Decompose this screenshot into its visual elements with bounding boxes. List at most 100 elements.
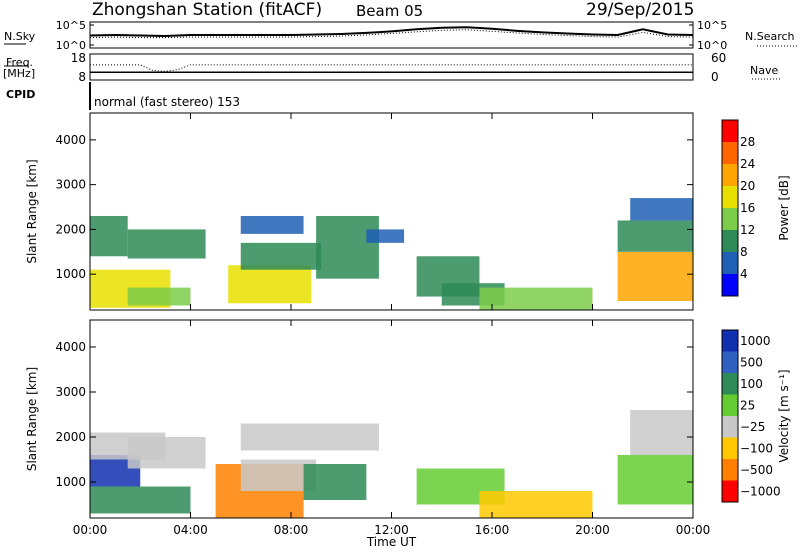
- velocity-panel-xtick: 12:00: [374, 523, 409, 537]
- noise-panel: 10^5 10^0 10^5 10^0: [4, 19, 797, 52]
- power-panel-ytick: 4000: [55, 133, 86, 147]
- velocity-panel-xtick: 04:00: [173, 523, 208, 537]
- velocity-cbar-cell-3: [722, 394, 738, 417]
- power-panel-patch-13: [617, 220, 693, 252]
- velocity-panel-ytick: 1000: [55, 475, 86, 489]
- velocity-cbar-tick: 500: [740, 355, 763, 369]
- power-cbar-cell-4: [722, 208, 738, 231]
- power-cbar-cell-7: [722, 274, 738, 297]
- velocity-cbar-cell-2: [722, 373, 738, 395]
- noise-series-0: [89, 26, 694, 38]
- power-panel-patch-4: [228, 265, 312, 304]
- velocity-cbar-cell-6: [722, 459, 738, 481]
- velocity-cbar-frame: [721, 329, 739, 503]
- power-panel-patch-12: [617, 251, 693, 302]
- velocity-panel-ytick: 4000: [55, 340, 86, 354]
- power-panel-patch-11: [479, 287, 593, 310]
- power-cbar-label: Power [dB]: [777, 175, 791, 240]
- nsearch-label: N.Search: [745, 30, 795, 43]
- velocity-cbar-tick: −1000: [740, 484, 781, 498]
- power-cbar-cell-2: [722, 164, 738, 187]
- power-panel-ylabel: Slant Range [km]: [25, 159, 39, 263]
- power-cbar-cell-5: [722, 230, 738, 253]
- noise-left-tick: 10^0: [56, 39, 86, 52]
- freq-left-tick: 18: [71, 51, 86, 65]
- velocity-panel-patch-3: [127, 437, 206, 469]
- power-colorbar: 4 8 12 16 20 24 28 Power [dB]: [721, 119, 791, 297]
- cpid-text: normal (fast stereo) 153: [94, 95, 240, 109]
- velocity-cbar-label: Velocity [m s⁻¹]: [777, 369, 791, 462]
- velocity-cbar-tick: 100: [740, 377, 763, 391]
- freq-left-tick: 8: [78, 70, 86, 84]
- power-panel-bg: [90, 113, 693, 310]
- power-cbar-cell-3: [722, 186, 738, 209]
- power-panel-patch-1: [90, 215, 128, 257]
- cpid-label: CPID: [6, 88, 36, 101]
- nsky-label: N.Sky: [4, 30, 36, 43]
- velocity-panel-patch-9: [479, 491, 593, 518]
- noise-right-tick: 10^0: [697, 39, 727, 52]
- velocity-panel-xtick: 00:00: [73, 523, 108, 537]
- power-panel-ytick: 3000: [55, 178, 86, 192]
- freq-right-tick: 60: [711, 51, 726, 65]
- velocity-cbar-tick: 25: [740, 398, 755, 412]
- beam-label: Beam 05: [356, 2, 424, 20]
- power-cbar-frame: [721, 119, 739, 297]
- power-cbar-cell-0: [722, 120, 738, 143]
- velocity-panel-patch-11: [630, 410, 693, 455]
- power-panel-patch-2: [127, 229, 206, 259]
- power-panel-patch-3: [127, 287, 191, 306]
- velocity-cbar-cell-4: [722, 416, 738, 438]
- power-panel-patch-14: [630, 198, 693, 221]
- velocity-panel-ytick: 2000: [55, 430, 86, 444]
- velocity-panel-xlabel: Time UT: [366, 535, 417, 549]
- power-panel: 1000 2000 3000 4000 Slant Range [km]: [25, 112, 694, 311]
- power-cbar-cell-1: [722, 142, 738, 165]
- velocity-panel-xtick: 00:00: [676, 523, 711, 537]
- velocity-colorbar: 1000 500 100 25 −25 −100 −500 −1000 Velocity [m …: [721, 329, 791, 503]
- power-cbar-tick: 20: [740, 179, 755, 193]
- velocity-panel-ytick: 3000: [55, 385, 86, 399]
- velocity-panel-patch-0: [90, 486, 191, 514]
- velocity-cbar-cell-7: [722, 480, 738, 503]
- noise-right-tick: 10^5: [697, 19, 727, 32]
- power-cbar-tick: 4: [740, 267, 748, 281]
- velocity-panel-xtick: 20:00: [575, 523, 610, 537]
- power-cbar-tick: 8: [740, 245, 748, 259]
- velocity-cbar-tick: 1000: [740, 334, 771, 348]
- freq-unit-label: [MHz]: [3, 67, 36, 80]
- power-panel-ytick: 2000: [55, 222, 86, 236]
- velocity-panel-patch-10: [617, 455, 693, 505]
- cpid-panel: normal (fast stereo) 153: [89, 82, 240, 110]
- freq-frame: [89, 53, 694, 81]
- velocity-cbar-cell-5: [722, 437, 738, 460]
- velocity-panel-bg: [90, 320, 693, 518]
- power-panel-patch-5: [240, 242, 322, 270]
- velocity-panel: 1000 2000 3000 4000 Slant Range [km] 00:00 04:…: [25, 319, 711, 549]
- freq-right-tick: 0: [711, 70, 719, 84]
- freq-panel: 18 8 60 0: [4, 51, 782, 84]
- power-cbar-tick: 16: [740, 201, 755, 215]
- date-label: 29/Sep/2015: [586, 0, 695, 20]
- velocity-cbar-cell-0: [722, 330, 738, 352]
- power-panel-patch-8: [366, 229, 405, 243]
- power-cbar-tick: 12: [740, 223, 755, 237]
- nave-series: [90, 64, 693, 72]
- power-panel-patch-6: [240, 215, 304, 234]
- velocity-panel-xtick: 16:00: [475, 523, 510, 537]
- velocity-panel-ylabel: Slant Range [km]: [25, 367, 39, 471]
- velocity-panel-patch-6: [240, 423, 379, 451]
- power-cbar-tick: 28: [740, 135, 755, 149]
- velocity-cbar-tick: −100: [740, 441, 773, 455]
- velocity-panel-patch-7: [303, 464, 367, 500]
- power-panel-patch-7: [316, 215, 379, 279]
- velocity-cbar-cell-1: [722, 351, 738, 374]
- velocity-cbar-tick: −500: [740, 463, 773, 477]
- power-cbar-cell-6: [722, 252, 738, 275]
- nave-label: Nave: [750, 64, 779, 77]
- velocity-cbar-tick: −25: [740, 420, 765, 434]
- velocity-panel-xtick: 08:00: [274, 523, 309, 537]
- noise-left-tick: 10^5: [56, 19, 86, 32]
- station-title: Zhongshan Station (fitACF): [92, 0, 323, 20]
